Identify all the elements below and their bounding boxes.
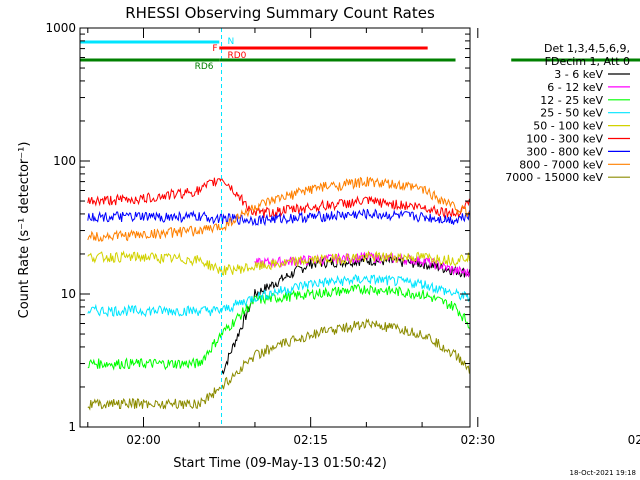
- flag-label-4: RD6: [195, 62, 214, 72]
- legend-label-1: 3 - 6 keV: [554, 68, 603, 81]
- series-1: [221, 254, 470, 375]
- y-tick-label-0: 1: [68, 420, 76, 434]
- series-8: [87, 176, 470, 242]
- series-5: [87, 250, 470, 276]
- flag-label-2: F: [212, 44, 217, 54]
- flag-label-3: RD0: [228, 51, 247, 61]
- x-tick-label-3: 02:45: [628, 433, 640, 447]
- y-tick-label-2: 100: [53, 154, 76, 168]
- y-axis-label: Count Rate (s⁻¹ detector⁻¹): [17, 142, 32, 319]
- series-9: [87, 318, 470, 411]
- series-line-4: [87, 274, 470, 318]
- legend-label-7: 300 - 800 keV: [526, 145, 603, 158]
- series-4: [87, 274, 470, 318]
- series-line-8: [87, 176, 470, 242]
- legend: Det 1,3,4,5,6,9, FDecim 1, Att 0 3 - 6 k…: [505, 42, 630, 184]
- x-tick-label-1: 02:15: [293, 433, 328, 447]
- legend-title-line-2: FDecim 1, Att 0: [545, 55, 630, 68]
- legend-label-6: 100 - 300 keV: [526, 133, 603, 146]
- legend-title-line-1: Det 1,3,4,5,6,9,: [544, 42, 630, 55]
- chart-title: RHESSI Observing Summary Count Rates: [125, 4, 435, 22]
- series-7: [87, 208, 470, 227]
- legend-label-4: 25 - 50 keV: [540, 107, 603, 120]
- legend-label-9: 7000 - 15000 keV: [505, 171, 603, 184]
- x-tick-label-0: 02:00: [126, 433, 161, 447]
- series-line-1: [221, 254, 470, 375]
- legend-label-8: 800 - 7000 keV: [519, 158, 603, 171]
- series-line-9: [87, 318, 470, 411]
- x-axis-label: Start Time (09-May-13 01:50:42): [173, 456, 387, 471]
- flag-label-1: N: [228, 37, 235, 47]
- x-tick-label-2: 02:30: [461, 433, 496, 447]
- legend-label-5: 50 - 100 keV: [533, 120, 603, 133]
- legend-label-2: 6 - 12 keV: [547, 81, 603, 94]
- y-tick-label-1: 10: [61, 287, 76, 301]
- plot-frame: [79, 27, 471, 428]
- legend-label-3: 12 - 25 keV: [540, 94, 603, 107]
- footer-timestamp: 18-Oct-2021 19:18: [570, 469, 636, 477]
- series-line-7: [87, 208, 470, 227]
- series-line-5: [87, 250, 470, 276]
- y-tick-label-3: 1000: [45, 21, 76, 35]
